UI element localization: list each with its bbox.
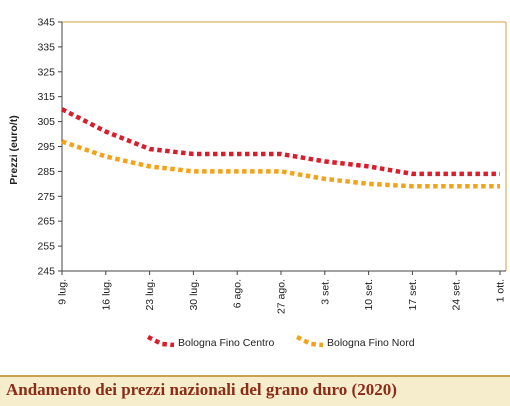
series-layer	[60, 107, 500, 189]
y-tick-label: 275	[37, 191, 55, 203]
legend: Bologna Fino Centro Bologna Fino Nord	[146, 334, 415, 349]
legend-swatch	[146, 334, 175, 348]
y-tick-label: 295	[37, 141, 55, 153]
x-tick-label: 10 set.	[363, 279, 375, 311]
x-tick-label: 27 ago.	[276, 279, 288, 314]
price-chart: 245 255 265 275 285 295 305 315 325 335 345 9 lug.…	[8, 17, 507, 349]
legend-swatch	[295, 334, 324, 348]
y-tick-label: 305	[37, 116, 55, 128]
y-tick-label: 325	[37, 66, 55, 78]
x-tick-label: 6 ago.	[232, 279, 244, 308]
chart-title: Andamento dei prezzi nazionali del grano…	[6, 380, 397, 399]
x-tick-label: 9 lug.	[57, 279, 69, 305]
x-tick-label: 30 lug.	[188, 279, 200, 311]
y-tick-label: 345	[37, 17, 55, 29]
x-tick-label: 16 lug.	[100, 279, 112, 311]
x-axis: 9 lug. 16 lug. 23 lug. 30 lug. 6 ago. 27 ago.…	[57, 271, 507, 314]
series-line-2	[61, 139, 500, 189]
y-tick-label: 285	[37, 166, 55, 178]
y-tick-label: 255	[37, 241, 55, 253]
x-tick-label: 24 set.	[451, 279, 463, 311]
y-axis: 245 255 265 275 285 295 305 315 325 335 345	[37, 17, 62, 278]
series-line-1	[60, 107, 500, 177]
legend-label: Bologna Fino Centro	[178, 337, 274, 349]
x-tick-label: 1 ott.	[495, 279, 507, 302]
y-tick-label: 265	[37, 216, 55, 228]
legend-label: Bologna Fino Nord	[327, 337, 415, 349]
y-tick-label: 315	[37, 91, 55, 103]
y-tick-label: 245	[37, 266, 55, 278]
y-tick-label: 335	[37, 41, 55, 53]
x-tick-label: 17 set.	[407, 279, 419, 311]
y-axis-title: Prezzi (euro/t)	[8, 115, 20, 184]
plot-area	[61, 21, 507, 272]
footer-bar: Andamento dei prezzi nazionali del grano…	[0, 375, 510, 406]
x-tick-label: 23 lug.	[144, 279, 156, 311]
x-tick-label: 3 set.	[319, 279, 331, 305]
